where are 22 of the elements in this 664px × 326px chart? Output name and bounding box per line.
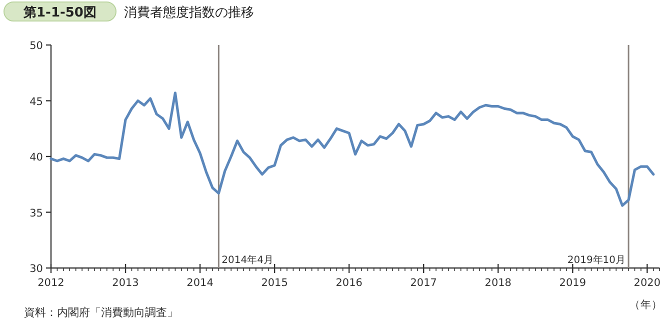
text: 資料：内閣府「消費動向調査」 — [24, 306, 178, 319]
ref-line-label: 2014年4月 — [222, 254, 274, 266]
x-tick-label: 2019 — [559, 277, 586, 289]
x-tick-label: 2012 — [38, 277, 64, 289]
chart-subtitle: 消費者態度指数の推移 — [124, 4, 254, 20]
ref-line-label: 2019年10月 — [567, 254, 626, 266]
x-tick-label: 2020 — [634, 277, 661, 289]
title-badge: 第1-1-50図 — [4, 2, 116, 22]
y-tick-label: 45 — [30, 96, 43, 108]
x-tick-label: 2016 — [336, 277, 363, 289]
x-tick-label: 2017 — [410, 277, 437, 289]
x-tick-label: 2018 — [484, 277, 512, 289]
y-tick-label: 40 — [30, 152, 43, 164]
chart-title: 第1-1-50図 — [22, 6, 96, 20]
y-tick-label: 35 — [30, 207, 43, 220]
x-tick-label: 2014 — [186, 277, 214, 289]
x-tick-label: 2015 — [261, 277, 288, 289]
line-series — [50, 92, 655, 207]
y-tick-label: 50 — [30, 40, 43, 52]
x-tick-label: 2013 — [112, 277, 139, 289]
y-tick-label: 30 — [30, 263, 43, 275]
x-axis-title: （年） — [630, 299, 662, 311]
